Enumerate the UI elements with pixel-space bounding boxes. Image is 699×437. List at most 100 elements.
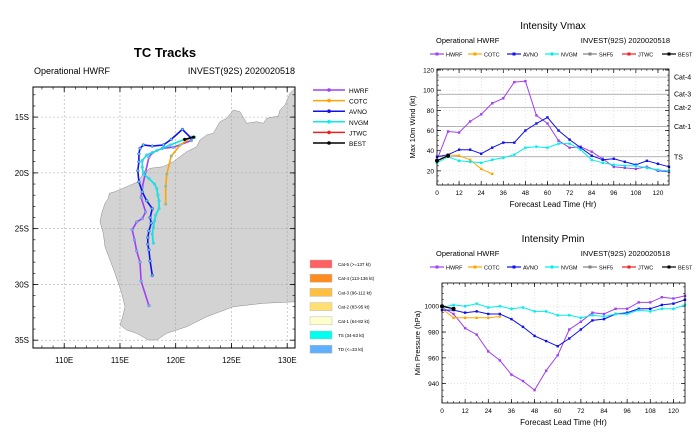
series-point-hwrf — [446, 130, 450, 133]
chart-legend-label: COTC — [484, 266, 500, 272]
track-point-best — [183, 137, 187, 142]
series-point-nvgm — [591, 314, 594, 317]
track-point-nvgm — [151, 241, 156, 245]
track-point-avno — [137, 160, 141, 164]
y-tick-label: 960 — [428, 355, 439, 362]
series-point-hwrf — [510, 373, 513, 376]
series-point-nvgm — [590, 158, 593, 161]
track-point-nvgm — [151, 225, 156, 230]
series-point-avno — [579, 328, 583, 331]
series-point-nvgm — [601, 161, 604, 165]
x-tick-label: 96 — [610, 190, 618, 197]
series-point-avno — [510, 317, 513, 321]
track-point-avno — [149, 221, 153, 225]
track-point-nvgm — [152, 219, 157, 223]
map-subtitle-right: INVEST(92S) 2020020518 — [188, 66, 295, 76]
x-tick-label: 12 — [462, 408, 470, 415]
series-point-cotc — [479, 167, 483, 171]
series-point-nvgm — [452, 303, 455, 307]
y-tick-label: 100 — [423, 88, 434, 95]
track-point-nvgm — [145, 153, 149, 157]
series-point-nvgm — [602, 315, 606, 318]
series-point-nvgm — [479, 161, 483, 165]
series-point-nvgm — [634, 164, 638, 168]
chart-legend-label: BEST — [678, 53, 693, 59]
series-point-hwrf — [623, 166, 627, 170]
intensity-legend-swatch — [309, 316, 333, 326]
track-point-hwrf — [144, 210, 148, 214]
series-point-nvgm — [556, 314, 559, 317]
series-point-nvgm — [524, 146, 527, 149]
x-tick-label: 60 — [554, 408, 562, 415]
series-point-hwrf — [475, 333, 478, 336]
chart-legend-marker — [473, 265, 477, 269]
track-point-avno — [146, 242, 150, 246]
plot-frame — [436, 68, 670, 186]
category-label: TS — [674, 154, 683, 161]
track-point-cotc — [169, 154, 173, 158]
series-point-nvgm — [513, 153, 516, 156]
series-line-nvgm — [441, 303, 686, 319]
series-point-hwrf — [602, 312, 606, 316]
track-point-hwrf — [130, 228, 134, 232]
y-axis-label: Max 10m Wind (kt) — [408, 95, 417, 158]
chart-legend-marker — [473, 52, 477, 56]
series-point-hwrf — [524, 79, 527, 83]
series-point-avno — [502, 141, 505, 144]
track-point-avno — [147, 229, 151, 233]
chart-legend-marker — [667, 52, 671, 56]
series-point-hwrf — [535, 114, 538, 117]
x-tick-label: 48 — [522, 190, 530, 197]
track-point-hwrf — [135, 249, 139, 253]
series-point-nvgm — [660, 307, 664, 311]
y-tick-label: 20 — [427, 168, 435, 175]
series-point-nvgm — [625, 312, 629, 316]
series-point-cotc — [452, 316, 455, 320]
x-tick-label: 48 — [531, 408, 539, 415]
series-point-best — [446, 153, 451, 158]
series-point-avno — [612, 157, 615, 160]
map-legend-marker — [327, 130, 331, 135]
series-point-avno — [656, 162, 660, 166]
track-point-nvgm — [155, 148, 159, 153]
chart-legend-marker — [512, 52, 516, 56]
series-point-avno — [487, 312, 490, 316]
y-tick-label: 940 — [428, 381, 439, 388]
chart-legend-label: NVGM — [561, 266, 578, 272]
x-tick-label: 24 — [485, 408, 493, 415]
x-tick-label: 36 — [500, 190, 508, 197]
track-point-hwrf — [140, 217, 144, 221]
series-point-hwrf — [625, 307, 629, 311]
x-tick-label: 84 — [588, 190, 596, 197]
map-lon-label: 125E — [222, 356, 241, 365]
track-point-cotc — [164, 184, 168, 188]
series-point-avno — [524, 129, 527, 132]
track-point-avno — [148, 259, 152, 263]
series-point-hwrf — [479, 113, 483, 116]
chart-legend-marker — [588, 52, 592, 56]
track-point-nvgm — [152, 182, 157, 186]
chart-legend-label: AVNO — [523, 266, 539, 272]
chart-legend-label: COTC — [484, 53, 500, 59]
map-lon-label: 115E — [111, 356, 129, 365]
chart-title: Intensity Vmax — [520, 21, 586, 32]
category-label: Cat-1 — [674, 124, 691, 131]
track-point-nvgm — [141, 172, 145, 176]
map-frame — [32, 86, 296, 349]
track-point-nvgm — [157, 206, 161, 211]
map-lat-label: 15S — [15, 113, 29, 122]
intensity-legend-label: Cat-4 (113-136 kt) — [338, 276, 375, 281]
track-point-nvgm — [156, 193, 160, 197]
series-line-nvgm — [436, 143, 670, 172]
track-point-avno — [136, 169, 140, 173]
x-tick-label: 84 — [600, 408, 608, 415]
x-axis-label: Forecast Lead Time (Hr) — [510, 200, 597, 209]
series-point-hwrf — [672, 297, 675, 300]
series-line-avno — [442, 299, 686, 347]
series-point-hwrf — [452, 312, 455, 316]
series-point-avno — [672, 302, 675, 305]
series-point-avno — [591, 319, 594, 322]
series-point-avno — [544, 339, 548, 343]
series-point-avno — [556, 345, 559, 348]
series-point-avno — [623, 160, 627, 163]
